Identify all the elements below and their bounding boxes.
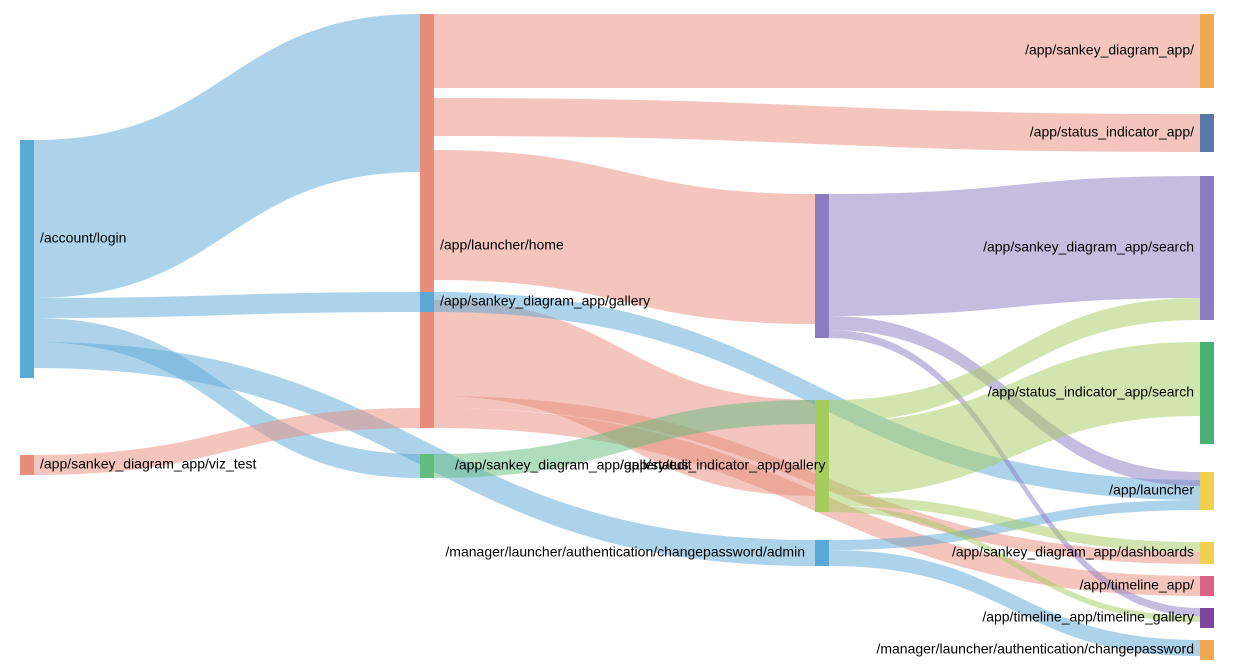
node-label: /account/login [40,230,126,246]
sankey-node [1200,576,1214,596]
sankey-node [1200,608,1214,628]
sankey-node [815,194,829,338]
node-label: /manager/launcher/authentication/changep… [876,641,1194,657]
node-label: /app/status_indicator_app/gallery [620,457,825,473]
sankey-link [34,14,420,298]
sankey-node [1200,640,1214,660]
sankey-node [420,292,434,312]
sankey-node [1200,472,1214,510]
node-label: /app/launcher/home [440,237,564,253]
node-label: /app/sankey_diagram_app/ [1025,42,1194,58]
sankey-node [1200,542,1214,564]
node-label: /manager/launcher/authentication/changep… [445,544,805,560]
sankey-node [20,140,34,378]
node-label: /app/launcher [1109,482,1194,498]
node-label: /app/status_indicator_app/ [1030,124,1194,140]
sankey-node [420,14,434,428]
node-label: /app/sankey_diagram_app/viz_test [40,456,256,472]
node-label: /app/sankey_diagram_app/dashboards [952,544,1194,560]
sankey-node [20,455,34,475]
sankey-link [34,292,420,318]
sankey-node [1200,14,1214,88]
sankey-node [1200,114,1214,152]
node-label: /app/sankey_diagram_app/gallery [440,293,650,309]
sankey-node [420,454,434,478]
sankey-node [815,540,829,566]
node-label: /app/sankey_diagram_app/search [983,239,1194,255]
node-label: /app/timeline_app/ [1080,577,1195,593]
sankey-diagram: /account/login/app/sankey_diagram_app/vi… [0,0,1236,670]
node-label: /app/status_indicator_app/search [988,384,1194,400]
node-label: /app/timeline_app/timeline_gallery [982,609,1194,625]
sankey-node [1200,176,1214,320]
sankey-node [1200,342,1214,444]
